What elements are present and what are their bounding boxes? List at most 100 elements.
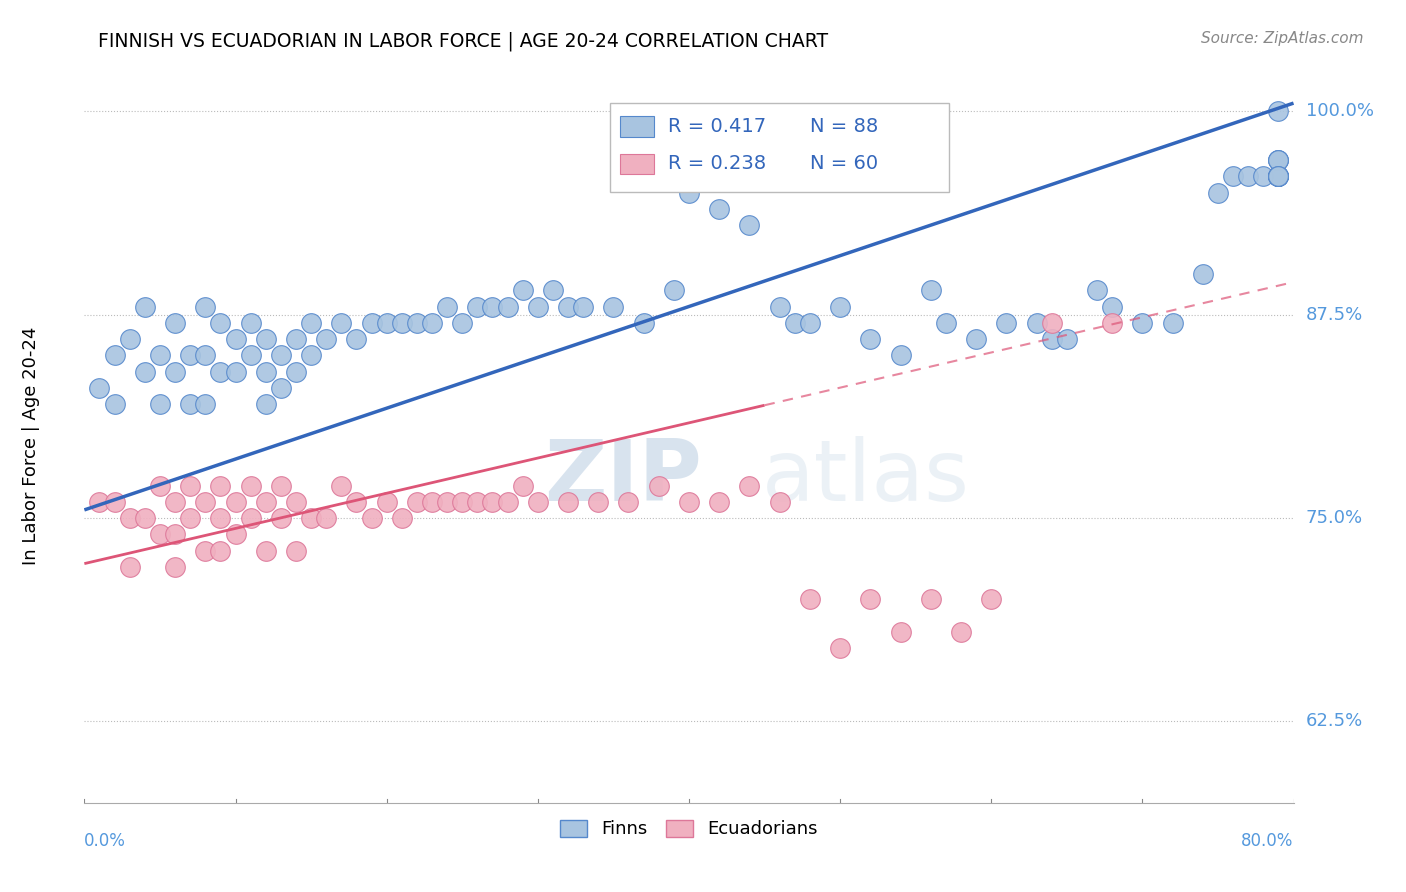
Point [225,365,247,379]
Point [1267,169,1289,184]
Point [104,397,127,411]
Point [662,283,685,297]
Point [799,316,821,330]
Point [1267,153,1289,167]
Point [254,397,277,411]
Point [572,300,595,314]
Point [830,300,852,314]
Point [315,332,337,346]
Point [1101,300,1123,314]
Point [738,478,761,492]
Point [209,478,232,492]
Point [285,332,308,346]
Point [225,332,247,346]
Point [617,495,640,509]
Point [496,300,519,314]
Point [375,316,398,330]
Point [602,300,624,314]
Point [391,316,413,330]
Point [859,592,882,607]
Point [134,365,156,379]
Text: 87.5%: 87.5% [1306,306,1362,324]
Text: 75.0%: 75.0% [1306,509,1362,527]
Point [1267,169,1289,184]
Point [420,495,443,509]
Point [406,495,429,509]
Point [194,397,217,411]
Point [118,511,141,525]
Point [769,495,792,509]
Point [254,495,277,509]
Point [467,300,489,314]
Text: ZIP: ZIP [544,435,702,518]
Point [270,348,292,362]
Point [678,495,700,509]
Text: In Labor Force | Age 20-24: In Labor Force | Age 20-24 [22,326,39,566]
Text: R = 0.238: R = 0.238 [668,154,766,173]
Point [481,300,503,314]
Point [179,478,201,492]
Point [254,332,277,346]
Point [512,283,534,297]
Point [360,316,382,330]
Point [179,348,201,362]
Point [270,478,292,492]
Point [420,316,443,330]
Point [179,397,201,411]
Point [890,624,912,639]
Point [451,316,474,330]
Point [299,511,322,525]
Point [165,495,187,509]
Point [239,316,262,330]
Point [346,495,368,509]
Text: 80.0%: 80.0% [1241,832,1294,850]
Point [104,348,127,362]
Point [1085,283,1108,297]
Point [783,316,806,330]
Point [299,316,322,330]
Point [980,592,1002,607]
Point [830,641,852,656]
Text: FINNISH VS ECUADORIAN IN LABOR FORCE | AGE 20-24 CORRELATION CHART: FINNISH VS ECUADORIAN IN LABOR FORCE | A… [98,31,828,51]
Point [1267,169,1289,184]
Point [527,300,550,314]
Legend: Finns, Ecuadorians: Finns, Ecuadorians [553,813,825,846]
Point [149,478,172,492]
Point [285,495,308,509]
Point [270,381,292,395]
Point [527,495,550,509]
Point [1253,169,1275,184]
Point [709,495,731,509]
Point [769,300,792,314]
Point [935,316,957,330]
Point [1101,316,1123,330]
Point [1237,169,1260,184]
Point [254,543,277,558]
Point [165,527,187,541]
Point [254,365,277,379]
Point [557,495,579,509]
Point [209,543,232,558]
Point [239,478,262,492]
Point [965,332,987,346]
Point [496,495,519,509]
Point [920,283,942,297]
Point [678,186,700,200]
Point [134,300,156,314]
Point [391,511,413,525]
Point [209,316,232,330]
Point [194,300,217,314]
Point [165,559,187,574]
Point [950,624,973,639]
Point [315,511,337,525]
Point [104,495,127,509]
Point [633,316,655,330]
Point [1130,316,1153,330]
Point [1040,316,1063,330]
Point [648,478,671,492]
Point [285,365,308,379]
Point [179,511,201,525]
Point [239,511,262,525]
Point [709,202,731,216]
Point [285,543,308,558]
